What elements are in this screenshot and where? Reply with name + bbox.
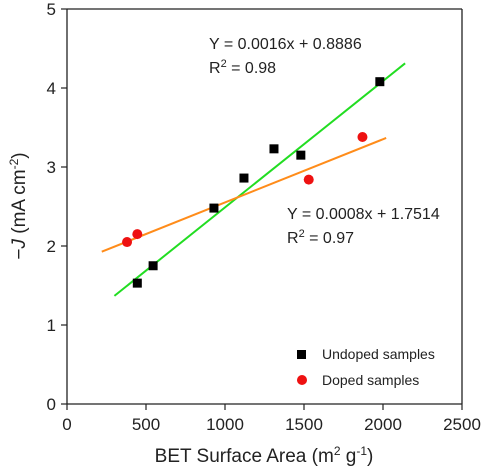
legend-label-doped: Doped samples [322, 372, 419, 388]
doped-point [132, 229, 143, 240]
undoped-point [239, 173, 249, 183]
legend: Undoped samples Doped samples [297, 346, 435, 388]
doped-point [303, 174, 314, 185]
legend-label-undoped: Undoped samples [322, 346, 435, 362]
y-tick-label: 3 [47, 158, 56, 177]
undoped-point [269, 144, 279, 154]
x-tick-label: 2000 [364, 415, 402, 434]
doped-fit-equation: Y = 0.0008x + 1.7514 [287, 206, 440, 223]
legend-marker-doped [297, 375, 307, 385]
undoped-point [148, 261, 158, 271]
doped-point [122, 237, 133, 248]
y-tick-label: 0 [47, 395, 56, 414]
y-tick-label: 4 [47, 79, 56, 98]
x-axis-title: BET Surface Area (m2 g-1) [155, 444, 374, 467]
undoped-fit-equation: Y = 0.0016x + 0.8886 [209, 36, 362, 53]
y-axis-title: −J (mA cm-2) [7, 152, 30, 259]
undoped-point [375, 77, 385, 87]
x-tick-label: 2500 [443, 415, 481, 434]
y-tick-label: 1 [47, 316, 56, 335]
x-tick-label: 500 [132, 415, 160, 434]
x-tick-label: 1000 [206, 415, 244, 434]
undoped-point [296, 150, 306, 160]
undoped-point [132, 278, 142, 288]
y-tick-label: 5 [47, 0, 56, 19]
x-tick-label: 1500 [285, 415, 323, 434]
doped-point [357, 131, 368, 142]
x-tick-label: 0 [62, 415, 71, 434]
undoped-fit-r2: R2 = 0.98 [209, 58, 276, 77]
y-tick-label: 2 [47, 237, 56, 256]
plot-layer [101, 62, 406, 297]
undoped-fit-line [113, 62, 406, 297]
undoped-point [209, 203, 219, 213]
doped-fit-r2: R2 = 0.97 [287, 228, 354, 247]
tick-layer: 0 500 1000 1500 2000 2500 0 1 2 3 4 5 [47, 0, 481, 434]
legend-marker-undoped [297, 350, 306, 359]
doped-fit-line [101, 137, 387, 253]
